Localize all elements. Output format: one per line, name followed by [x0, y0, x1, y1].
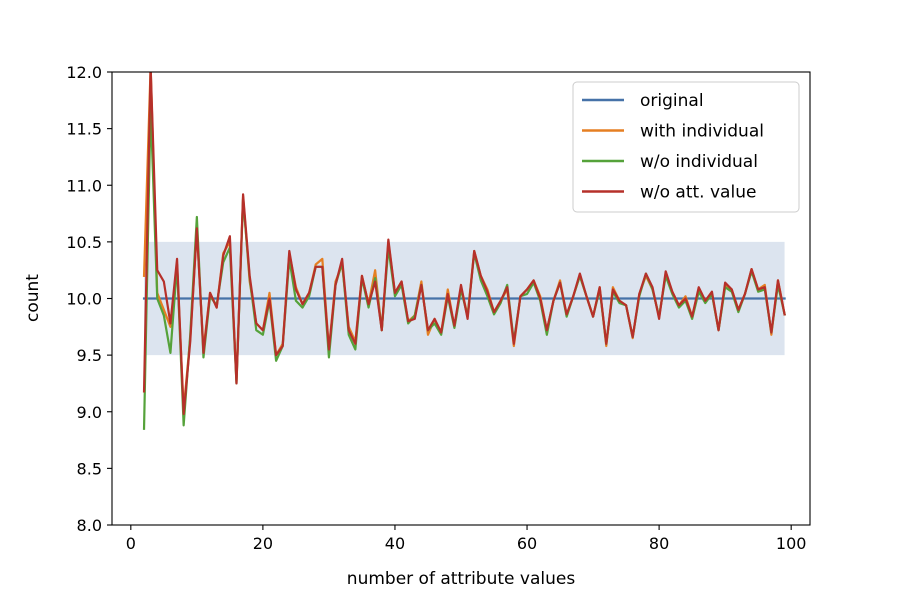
- x-tick-label: 0: [126, 534, 136, 553]
- y-tick-label: 11.5: [66, 120, 102, 139]
- y-tick-label: 9.0: [77, 403, 102, 422]
- x-tick-label: 40: [385, 534, 405, 553]
- y-tick-label: 12.0: [66, 63, 102, 82]
- x-tick-label: 60: [517, 534, 537, 553]
- y-tick-label: 8.0: [77, 516, 102, 535]
- y-axis-label: count: [23, 274, 43, 322]
- legend-label-4: w/o att. value: [640, 183, 756, 203]
- y-tick-label: 9.5: [77, 346, 102, 365]
- legend-label-1: original: [640, 91, 704, 111]
- y-tick-label: 10.5: [66, 233, 102, 252]
- legend-label-3: w/o individual: [640, 152, 758, 172]
- series-line-4: [142, 72, 786, 416]
- legend-box: [572, 81, 800, 213]
- legend-label-2: with individual: [640, 122, 764, 142]
- x-axis-label: number of attribute values: [347, 569, 576, 589]
- x-tick-label: 100: [776, 534, 807, 553]
- x-tick-label: 80: [649, 534, 669, 553]
- y-tick-label: 11.0: [66, 176, 102, 195]
- y-tick-label: 8.5: [77, 459, 102, 478]
- x-tick-label: 20: [253, 534, 273, 553]
- plot-area: [142, 72, 786, 430]
- y-tick-label: 10.0: [66, 290, 102, 309]
- series-lines: [142, 72, 786, 430]
- axes: 0 20 40 60 80 100 8.0 8.5 9.0 9.5 10.0 10.5 11.0 11.5…: [66, 63, 811, 553]
- legend: original with individual w/o individual w/o…: [572, 81, 800, 213]
